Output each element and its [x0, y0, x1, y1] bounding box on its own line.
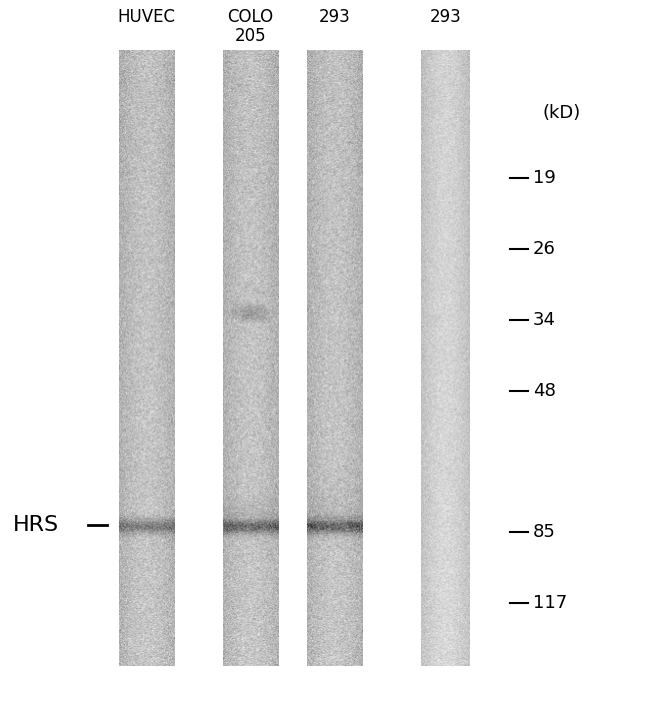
- Text: (kD): (kD): [543, 104, 581, 122]
- Text: 26: 26: [533, 240, 556, 258]
- Text: HUVEC: HUVEC: [117, 8, 176, 26]
- Text: 48: 48: [533, 382, 556, 400]
- Text: 19: 19: [533, 169, 556, 188]
- Text: 205: 205: [235, 27, 266, 45]
- Text: 34: 34: [533, 311, 556, 329]
- Text: 117: 117: [533, 594, 567, 612]
- Text: COLO: COLO: [227, 8, 273, 26]
- Text: HRS: HRS: [13, 515, 58, 535]
- Text: 85: 85: [533, 523, 556, 542]
- Text: 293: 293: [430, 8, 461, 26]
- Text: 293: 293: [319, 8, 350, 26]
